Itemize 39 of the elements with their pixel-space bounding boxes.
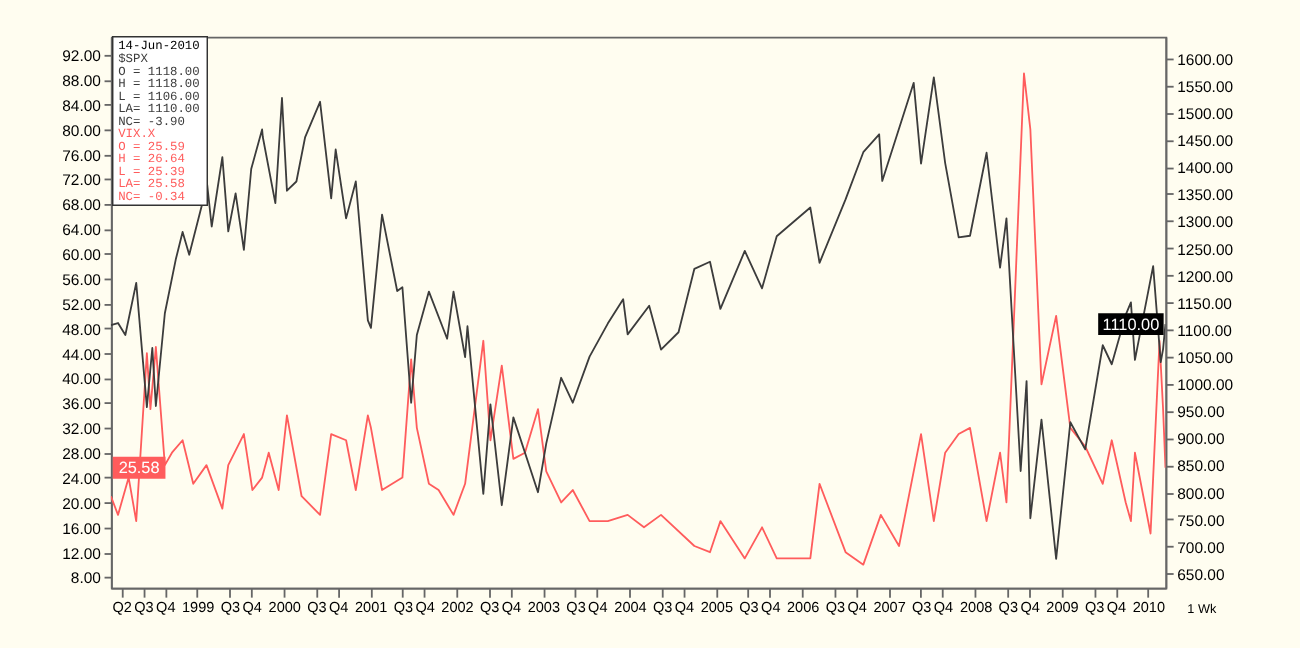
x-tick-label: Q4 — [242, 598, 262, 617]
x-tick-label: Q3 — [220, 598, 241, 617]
x-tick-label: 2003 — [527, 598, 561, 617]
x-tick-label: Q3 — [739, 598, 759, 617]
x-tick-label: Q3 — [134, 598, 154, 617]
x-tick-label: Q3 — [912, 598, 932, 617]
x-tick-label: Q4 — [1020, 598, 1040, 617]
x-tick-label: Q4 — [415, 598, 435, 617]
annotation: 25.58 — [118, 459, 161, 478]
x-tick-label: Q4 — [501, 598, 522, 617]
x-tick-label: 2006 — [787, 598, 820, 617]
x-tick-label: 2010 — [1132, 598, 1166, 617]
x-tick-label: 2004 — [614, 598, 647, 617]
x-tick-label: 2001 — [354, 598, 388, 617]
x-tick-label: 2007 — [873, 598, 906, 617]
annotation: 1110.00 — [1102, 315, 1161, 334]
x-tick-label: Q3 — [1084, 598, 1105, 617]
x-tick-label: Q4 — [761, 598, 781, 617]
x-tick-label: Q4 — [933, 598, 954, 617]
x-tick-label: 1999 — [182, 598, 215, 617]
x-tick-label: Q3 — [825, 598, 846, 617]
x-tick-label: Q4 — [847, 598, 867, 617]
x-tick-label: Q3 — [307, 598, 327, 617]
x-tick-label: Q3 — [566, 598, 586, 617]
x-tick-label: Q3 — [479, 598, 500, 617]
x-tick-label: Q4 — [1106, 598, 1127, 617]
x-tick-label: 2002 — [441, 598, 474, 617]
x-tick-label: Q4 — [329, 598, 349, 617]
x-tick-label: 2005 — [700, 598, 733, 617]
x-tick-label: Q3 — [998, 598, 1019, 617]
x-tick-label: Q3 — [393, 598, 414, 617]
x-tick-label: 2008 — [959, 598, 993, 617]
x-tick-label: Q4 — [588, 598, 608, 617]
x-tick-label: Q3 — [652, 598, 673, 617]
x-tick-label: 2000 — [268, 598, 301, 617]
x-tick-label: 2009 — [1046, 598, 1079, 617]
x-tick-label: Q4 — [156, 598, 176, 617]
x-tick-label: Q2 — [112, 598, 132, 617]
x-tick-label: Q4 — [674, 598, 695, 617]
